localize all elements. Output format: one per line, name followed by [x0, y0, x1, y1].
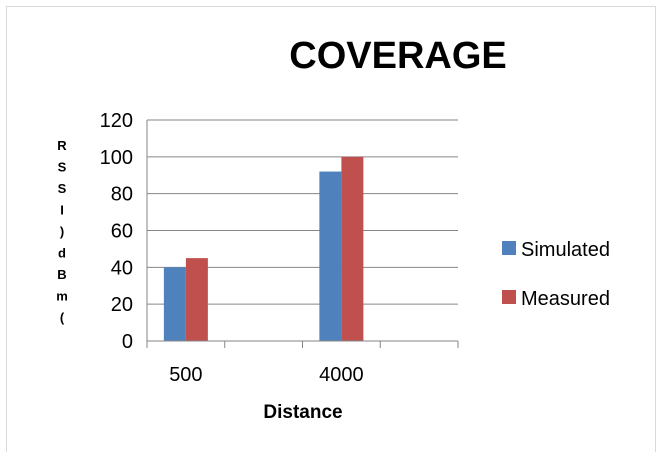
y-tick-label: 100: [100, 147, 133, 169]
y-tick-label: 0: [122, 331, 133, 353]
legend-swatch-measured: [502, 290, 516, 304]
x-axis: 500 4000: [146, 340, 459, 386]
legend-label-measured: Measured: [521, 288, 610, 310]
y-tick-labels: 0 20 40 60 80 100 120: [100, 110, 133, 353]
legend-label-simulated: Simulated: [521, 239, 610, 261]
y-axis-title-char: S: [58, 181, 67, 196]
bar-simulated-4000: [319, 171, 342, 341]
y-axis-title-char: d: [58, 246, 66, 261]
legend: Simulated Measured: [502, 239, 610, 310]
y-tick-label: 80: [111, 184, 133, 206]
x-tick-label: 500: [169, 364, 202, 386]
y-tick-label: 60: [111, 221, 133, 243]
bar-measured-4000: [341, 156, 364, 341]
y-axis-title-char: B: [57, 267, 66, 282]
y-axis-title-char: (: [60, 310, 65, 325]
bars: [163, 156, 364, 341]
y-axis-title-char: R: [57, 138, 67, 153]
y-axis-title-char: I: [60, 203, 64, 218]
bar-measured-500: [185, 258, 208, 341]
y-axis-title-char: ): [60, 224, 64, 239]
x-axis-title: Distance: [263, 402, 342, 423]
y-tick-label: 40: [111, 257, 133, 279]
y-axis-title-char: S: [58, 160, 67, 175]
y-tick-label: 20: [111, 294, 133, 316]
y-axis-title-char: m: [56, 289, 68, 304]
bar-simulated-500: [163, 267, 186, 341]
chart-frame: [6, 6, 656, 452]
chart-title: COVERAGE: [289, 35, 506, 77]
legend-swatch-simulated: [502, 241, 516, 255]
y-tick-label: 120: [100, 110, 133, 132]
x-tick-label: 4000: [319, 364, 364, 386]
